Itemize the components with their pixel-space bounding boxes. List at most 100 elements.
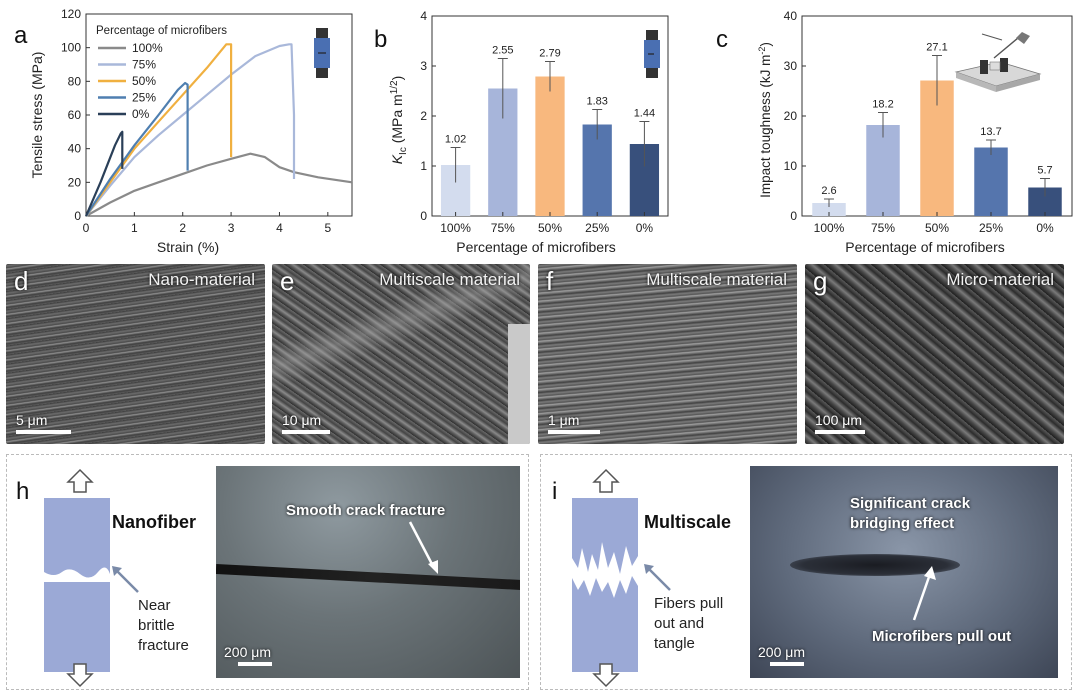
chart-c-xtick-label: 0% (1036, 221, 1054, 235)
arrow-up-icon (592, 468, 620, 493)
chart-c-xtick-label: 75% (871, 221, 895, 235)
chart-c-data-label: 18.2 (872, 99, 893, 111)
note-h-line3: fracture (138, 637, 189, 654)
chart-c-bar (866, 125, 900, 216)
chart-b-data-label: 1.83 (586, 96, 607, 108)
ct-specimen-icon (644, 30, 660, 78)
annotation-arrow-h (112, 566, 139, 593)
note-i-line3: tangle (654, 635, 695, 652)
chart-a-legend-entry: 100% (132, 41, 163, 55)
chart-b-ytick-label: 4 (420, 9, 427, 23)
tensile-specimen-icon (314, 28, 330, 78)
sem-image-multiscale-material-2: f Multiscale material 1 μm (538, 264, 797, 444)
chart-a-legend-entry: 75% (132, 58, 156, 72)
photo-h-caption: Smooth crack fracture (286, 502, 446, 519)
chart-c-ytick-label: 20 (784, 109, 798, 123)
chart-c-data-label: 27.1 (926, 42, 947, 54)
fiber-pullout-note: Fibers pull out and tangle (654, 594, 723, 654)
sem-d-scale-label: 5 μm (16, 412, 48, 428)
chart-b-ytick-label: 0 (420, 209, 427, 223)
chart-b-bar (535, 76, 565, 216)
panel-label-e: e (280, 266, 295, 296)
chart-a-series-line-25pct (85, 81, 189, 217)
chart-c-data-label: 13.7 (980, 126, 1001, 138)
chart-a-series-line-100pct (85, 152, 353, 217)
chart-b-xlabel: Percentage of microfibers (456, 239, 616, 255)
chart-b-xtick-label: 50% (538, 221, 562, 235)
photo-i-caption2: Microfibers pull out (872, 628, 1012, 645)
note-h-line1: Near (138, 597, 171, 614)
photo-h-scale-label: 200 μm (224, 644, 271, 660)
chart-a-ytick-label: 20 (68, 175, 82, 189)
panel-h-frame (6, 454, 529, 690)
sem-f-title: Multiscale material (646, 270, 787, 289)
sem-e-scale-label: 10 μm (282, 412, 322, 428)
chart-a-xtick-label: 2 (179, 221, 186, 235)
chart-a-series-line-50pct (85, 43, 233, 217)
panel-label-i: i (552, 478, 558, 505)
sem-e-bright-edge (508, 324, 530, 444)
chart-c-ylabel: Impact toughness (kJ m-2) (757, 42, 773, 198)
chart-a-xtick-label: 0 (83, 221, 90, 235)
chart-c-impact-toughness: 0 10 20 30 40 2.6 100% 18.2 75% 27.1 50% 13.7 25% 5.7… (757, 9, 1073, 255)
chart-a-xtick-label: 4 (276, 221, 283, 235)
chart-a-legend-title: Percentage of microfibers (96, 25, 227, 37)
panel-label-h: h (16, 478, 30, 505)
chart-a-xtick-label: 5 (324, 221, 331, 235)
chart-c-data-label: 5.7 (1037, 165, 1052, 177)
photo-i-scale-bar (770, 662, 804, 666)
chart-c-ytick-label: 0 (790, 209, 797, 223)
nanofiber-label: Nanofiber (112, 512, 197, 532)
chart-b-ytick-label: 1 (420, 159, 427, 173)
panel-label-b: b (374, 26, 388, 53)
chart-b-xtick-label: 75% (491, 221, 515, 235)
photo-i-caption: Significant crack bridging effect (850, 494, 970, 534)
chart-a-ylabel: Tensile stress (MPa) (29, 52, 45, 179)
chart-b-ylabel: KIc (MPa m1/2) (389, 76, 409, 165)
multiscale-label: Multiscale (644, 512, 732, 532)
sem-e-title: Multiscale material (379, 270, 520, 289)
chart-c-xlabel: Percentage of microfibers (845, 239, 1005, 255)
chart-b-xtick-label: 0% (636, 221, 654, 235)
chart-a-legend-entry: 0% (132, 107, 150, 121)
multiscale-specimen-schematic (572, 468, 638, 688)
caption-arrow-i (912, 566, 936, 621)
chart-a-ytick-label: 0 (74, 209, 81, 223)
sem-e-scale-bar (282, 430, 330, 434)
chart-b-xtick-label: 100% (440, 221, 471, 235)
chart-c-ytick-label: 10 (784, 159, 798, 173)
note-i-line2: out and (654, 615, 705, 632)
chart-b-xtick-label: 25% (585, 221, 609, 235)
annotation-arrow-i (644, 564, 671, 591)
chart-a-ytick-label: 60 (68, 108, 82, 122)
chart-a-xtick-label: 3 (228, 221, 235, 235)
nanofiber-specimen-schematic (44, 468, 110, 688)
chart-c-ytick-label: 40 (784, 9, 798, 23)
chart-b-data-label: 1.44 (634, 108, 655, 120)
chart-a-series-line-75pct (85, 43, 296, 217)
chart-a-legend-entry: 25% (132, 91, 156, 105)
chart-c-bar (974, 147, 1008, 216)
panel-label-g: g (813, 266, 828, 296)
chart-c-data-label: 2.6 (821, 185, 836, 197)
panel-label-d: d (14, 266, 29, 296)
panel-label-f: f (546, 266, 554, 296)
chart-a-tensile-stress: 0 20 40 60 80 100 120 0 1 2 3 4 5 100% 75% 50% 25% 0% Str… (29, 7, 353, 255)
chart-a-series-line-0pct (84, 130, 124, 217)
panel-i-frame (540, 454, 1072, 690)
chart-b-data-label: 2.55 (492, 45, 513, 57)
caption-arrow-h (408, 521, 438, 574)
impact-tester-icon (954, 32, 1042, 92)
sem-image-micro-material: g Micro-material 100 μm (805, 264, 1064, 444)
chart-c-xtick-label: 100% (814, 221, 845, 235)
photo-i-caption-line1: Significant crack (850, 495, 971, 512)
sem-g-scale-bar (815, 430, 865, 434)
chart-a-ytick-label: 80 (68, 74, 82, 88)
chart-b-ytick-label: 2 (420, 109, 427, 123)
svg-text:KIc (MPa m1/2): KIc (MPa m1/2) (389, 76, 409, 165)
chart-c-bar (812, 203, 846, 216)
sem-g-title: Micro-material (946, 270, 1054, 289)
chart-c-ytick-label: 30 (784, 59, 798, 73)
chart-b-data-label: 2.79 (539, 48, 560, 60)
sem-image-nano-material: d Nano-material 5 μm (6, 264, 265, 444)
